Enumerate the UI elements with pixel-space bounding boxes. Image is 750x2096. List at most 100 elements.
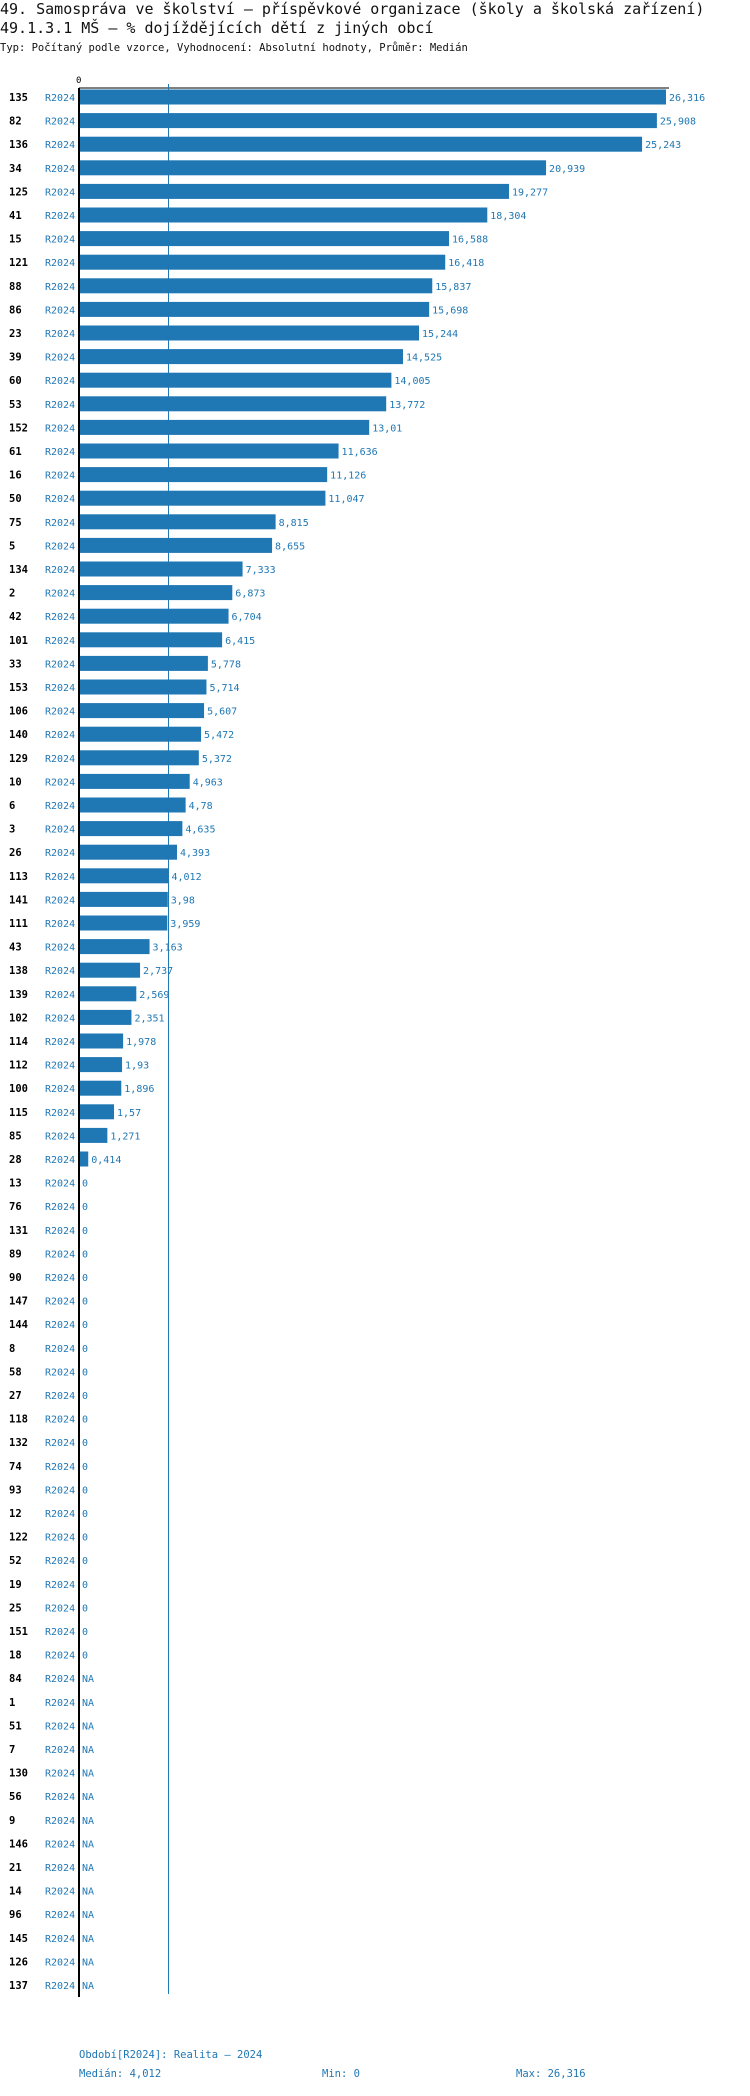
row-id-label: 138: [9, 965, 28, 977]
row-id-label: 5: [9, 540, 15, 552]
data-bar: [79, 608, 229, 624]
data-value-label: 8,815: [279, 518, 309, 529]
footer-period: Období[R2024]: Realita – 2024: [79, 2049, 263, 2061]
row-period-label: R2024: [45, 754, 75, 765]
row-period-label: R2024: [45, 1179, 75, 1190]
data-value-label: 0: [82, 1556, 88, 1567]
row-id-label: 85: [9, 1130, 22, 1142]
row-period-label: R2024: [45, 1297, 75, 1308]
data-bar: [79, 1080, 122, 1096]
data-bar: [79, 278, 433, 294]
row-period-label: R2024: [45, 305, 75, 316]
row-period-label: R2024: [45, 1108, 75, 1119]
row-id-label: 19: [9, 1579, 22, 1591]
row-period-label: R2024: [45, 211, 75, 222]
data-bar: [79, 1057, 123, 1073]
row-period-label: R2024: [45, 1910, 75, 1921]
data-value-label: 0: [82, 1509, 88, 1520]
data-value-label: 0: [82, 1179, 88, 1190]
data-value-label: NA: [82, 1887, 94, 1898]
row-id-label: 113: [9, 871, 28, 883]
data-value-label: 0: [82, 1485, 88, 1496]
data-value-label: 15,837: [435, 282, 471, 293]
data-bar: [79, 183, 509, 199]
row-id-label: 56: [9, 1791, 22, 1803]
row-id-label: 147: [9, 1296, 28, 1308]
row-id-label: 106: [9, 706, 28, 718]
row-period-label: R2024: [45, 1202, 75, 1213]
row-id-label: 129: [9, 753, 28, 765]
row-id-label: 27: [9, 1390, 22, 1402]
data-value-label: 18,304: [490, 211, 526, 222]
data-bar: [79, 537, 273, 553]
row-period-label: R2024: [45, 636, 75, 647]
row-id-label: 125: [9, 186, 28, 198]
row-period-label: R2024: [45, 93, 75, 104]
row-id-label: 140: [9, 729, 28, 741]
row-period-label: R2024: [45, 471, 75, 482]
row-period-label: R2024: [45, 1556, 75, 1567]
row-period-label: R2024: [45, 1580, 75, 1591]
data-bar: [79, 1104, 115, 1120]
row-period-label: R2024: [45, 659, 75, 670]
data-value-label: 19,277: [512, 187, 548, 198]
row-id-label: 43: [9, 942, 22, 954]
row-id-label: 75: [9, 517, 22, 529]
data-value-label: 1,271: [110, 1131, 140, 1142]
data-value-label: 0: [82, 1367, 88, 1378]
data-value-label: NA: [82, 1839, 94, 1850]
data-bar: [79, 325, 420, 341]
data-value-label: 1,57: [117, 1108, 141, 1119]
data-value-label: 5,778: [211, 659, 241, 670]
row-id-label: 151: [9, 1626, 28, 1638]
row-period-label: R2024: [45, 1509, 75, 1520]
data-value-label: 2,569: [139, 990, 169, 1001]
data-value-label: 3,98: [171, 895, 195, 906]
row-id-label: 9: [9, 1815, 15, 1827]
data-value-label: NA: [82, 1769, 94, 1780]
row-id-label: 8: [9, 1343, 15, 1355]
row-id-label: 136: [9, 139, 28, 151]
row-period-label: R2024: [45, 1485, 75, 1496]
row-id-label: 42: [9, 611, 22, 623]
row-period-label: R2024: [45, 541, 75, 552]
data-bar: [79, 349, 403, 365]
data-value-label: 16,588: [452, 235, 488, 246]
data-value-label: 0: [82, 1320, 88, 1331]
data-bar: [79, 254, 446, 270]
row-id-label: 33: [9, 658, 22, 670]
data-value-label: 0: [82, 1603, 88, 1614]
row-id-label: 76: [9, 1201, 22, 1213]
row-period-label: R2024: [45, 801, 75, 812]
data-bar: [79, 891, 168, 907]
row-id-label: 23: [9, 328, 22, 340]
row-id-label: 152: [9, 422, 28, 434]
row-id-label: 130: [9, 1768, 28, 1780]
data-value-label: NA: [82, 1721, 94, 1732]
data-bar: [79, 797, 186, 813]
data-value-label: 6,873: [235, 589, 265, 600]
row-id-label: 58: [9, 1366, 22, 1378]
data-bar: [79, 962, 141, 978]
data-bar: [79, 113, 657, 129]
data-value-label: 13,772: [389, 400, 425, 411]
row-id-label: 16: [9, 470, 22, 482]
data-value-label: 2,737: [143, 966, 173, 977]
row-period-label: R2024: [45, 966, 75, 977]
row-id-label: 10: [9, 776, 22, 788]
data-value-label: 15,244: [422, 329, 458, 340]
row-period-label: R2024: [45, 1745, 75, 1756]
data-bar: [79, 915, 168, 931]
row-id-label: 88: [9, 281, 22, 293]
data-value-label: NA: [82, 1910, 94, 1921]
row-period-label: R2024: [45, 400, 75, 411]
row-period-label: R2024: [45, 1603, 75, 1614]
row-id-label: 122: [9, 1532, 28, 1544]
data-value-label: 4,635: [185, 825, 215, 836]
row-period-label: R2024: [45, 376, 75, 387]
data-value-label: 0: [82, 1226, 88, 1237]
data-value-label: NA: [82, 1792, 94, 1803]
row-id-label: 15: [9, 234, 22, 246]
row-period-label: R2024: [45, 447, 75, 458]
x-axis-zero-label: 0: [76, 76, 81, 86]
